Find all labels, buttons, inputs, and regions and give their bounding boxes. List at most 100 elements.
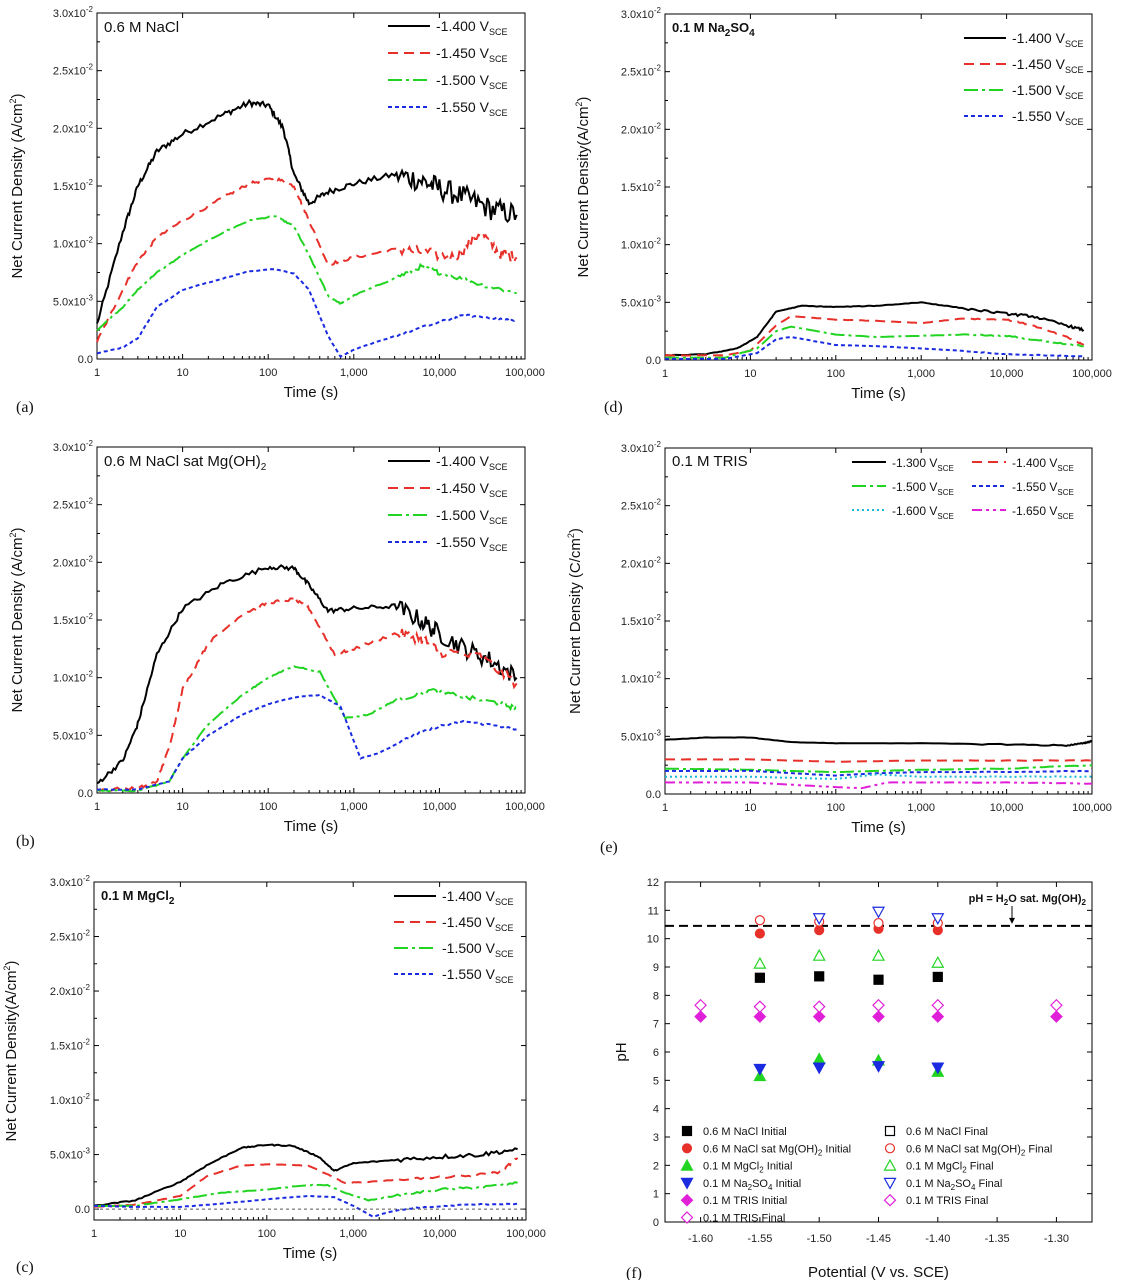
legend-label: -1.550 VSCE [1012,108,1083,127]
data-point [812,1052,826,1065]
legend-label: 0.6 M NaCl sat Mg(OH)2 Initial [703,1143,851,1157]
y-tick-label: 9 [653,962,659,974]
legend-label: -1.500 VSCE [436,507,507,526]
panel-title: 0.6 M NaCl sat Mg(OH)2 [104,453,267,473]
legend-label: 0.1 M MgCl2 Final [906,1161,994,1175]
data-point [812,1010,826,1023]
legend-label: 0.1 M Na2SO4 Final [906,1178,1002,1192]
y-tick-label: 8 [653,990,659,1002]
legend-label: -1.500 VSCE [436,72,507,91]
series-line--1550 [96,268,518,358]
data-point [812,1062,826,1075]
panel-title: 0.1 M MgCl2 [101,888,175,907]
y-tick-label: 2.0x10-2 [53,120,94,135]
data-point [814,925,825,936]
x-tick-label: 100,000 [506,1228,546,1240]
panel-label: (e) [600,839,618,856]
y-tick-label: 0.0 [646,789,661,801]
y-axis-label: pH [613,1042,630,1061]
legend-marker [884,1143,896,1154]
series-line--1550 [96,693,517,791]
series-line--1550 [93,1195,518,1218]
y-tick-label: 1.5x10-2 [621,613,662,628]
x-tick-label: 1 [91,1228,97,1240]
y-tick-label: 1.0x10-2 [53,236,94,251]
y-axis-label: Net Current Density (A/cm2) [8,93,26,278]
legend-label: 0.1 M Na2SO4 Initial [703,1178,801,1192]
x-tick-label: -1.30 [1044,1233,1069,1245]
legend-label: 0.1 M TRIS Final [703,1213,785,1225]
y-axis-label: Net Current Density(A/cm2) [2,961,20,1142]
data-point [871,1061,886,1073]
panel-label: (f) [626,1265,642,1280]
x-axis-label: Time (s) [284,818,338,835]
y-tick-label: 2.0x10-2 [621,121,662,136]
series-line--1550 [664,769,1093,777]
plot-frame [96,12,526,360]
x-tick-label: 10,000 [990,368,1024,380]
legend-label: 0.6 M NaCl Final [906,1126,988,1138]
x-tick-label: 100,000 [505,367,545,379]
panel-label: (b) [16,833,35,850]
plot-frame [96,446,526,794]
x-tick-label: 100,000 [1072,802,1112,814]
panel-f: -1.60 -1.55 -1.50 -1.45 -1.40 -1.35 -1.3001234… [613,877,1093,1280]
panel-d: 1 10 100 1,000 10,000 100,000 0.0 5.0x10-3 1.0x1… [574,6,1112,416]
y-tick-label: 2.5x10-2 [621,64,662,79]
y-tick-label: 0.0 [646,355,661,367]
y-tick-label: 3.0x10-2 [621,6,662,21]
data-point [812,948,826,961]
panel-title: 0.6 M NaCl [104,19,179,36]
series-line--1300 [664,736,1093,748]
data-point [814,971,825,982]
x-tick-label: 10 [174,1228,186,1240]
y-tick-label: 0 [653,1217,659,1229]
series-line--1450 [96,597,518,793]
x-tick-label: 1,000 [340,801,368,813]
y-tick-label: 4 [653,1104,659,1116]
legend-label: -1.450 VSCE [436,45,507,64]
legend-marker [680,1158,694,1171]
legend-label: -1.500 VSCE [892,480,954,497]
legend-label: 0.1 M TRIS Final [906,1195,988,1207]
series-line--1400 [96,98,518,324]
x-tick-label: 1,000 [340,367,368,379]
panel-label: (a) [16,399,34,416]
panel-title: 0.1 M TRIS [672,453,748,470]
y-tick-label: 0.0 [78,354,93,366]
y-axis-label: Net Current Density(A/cm2) [574,97,592,278]
x-axis-label: Time (s) [851,819,905,836]
data-point [931,998,945,1012]
panel-title: 0.1 M Na2SO4 [672,20,755,39]
legend-marker [680,1177,694,1190]
series-line--1450 [96,175,518,343]
panel-label: (c) [16,1259,34,1276]
y-tick-label: 2.5x10-2 [621,498,662,513]
legend-label: -1.400 VSCE [1012,456,1074,473]
y-tick-label: 6 [653,1047,659,1059]
x-tick-label: 100 [258,1228,276,1240]
legend-label: -1.450 VSCE [442,914,513,933]
x-tick-label: -1.35 [985,1233,1010,1245]
y-axis-label: Net Current Density (C/cm2) [566,528,584,714]
legend-label: 0.1 M MgCl2 Initial [703,1161,792,1175]
legend-label: -1.550 VSCE [436,534,507,553]
x-tick-label: 1,000 [339,1228,367,1240]
y-tick-label: 1.0x10-2 [53,670,94,685]
x-tick-label: -1.55 [747,1233,772,1245]
x-tick-label: 10,000 [990,802,1024,814]
legend-marker [883,1177,897,1190]
x-axis-label: Time (s) [851,385,905,402]
x-tick-label: 100,000 [1072,368,1112,380]
y-tick-label: 5.0x10-3 [621,294,662,309]
legend-label: -1.450 VSCE [1012,56,1083,75]
y-tick-label: 3.0x10-2 [50,874,91,889]
y-tick-label: 1.5x10-2 [50,1038,91,1053]
data-point [873,974,884,985]
y-tick-label: 3.0x10-2 [53,439,94,454]
y-axis-label: Net Current Density (A/cm2) [8,527,26,712]
panel-c: 1 10 100 1,000 10,000 100,000 0.0 5.0x10-3 1.0x1… [2,874,546,1276]
y-tick-label: 5.0x10-3 [50,1147,91,1162]
x-axis-label: Potential (V vs. SCE) [808,1264,949,1280]
series-line--1500 [93,1181,518,1208]
